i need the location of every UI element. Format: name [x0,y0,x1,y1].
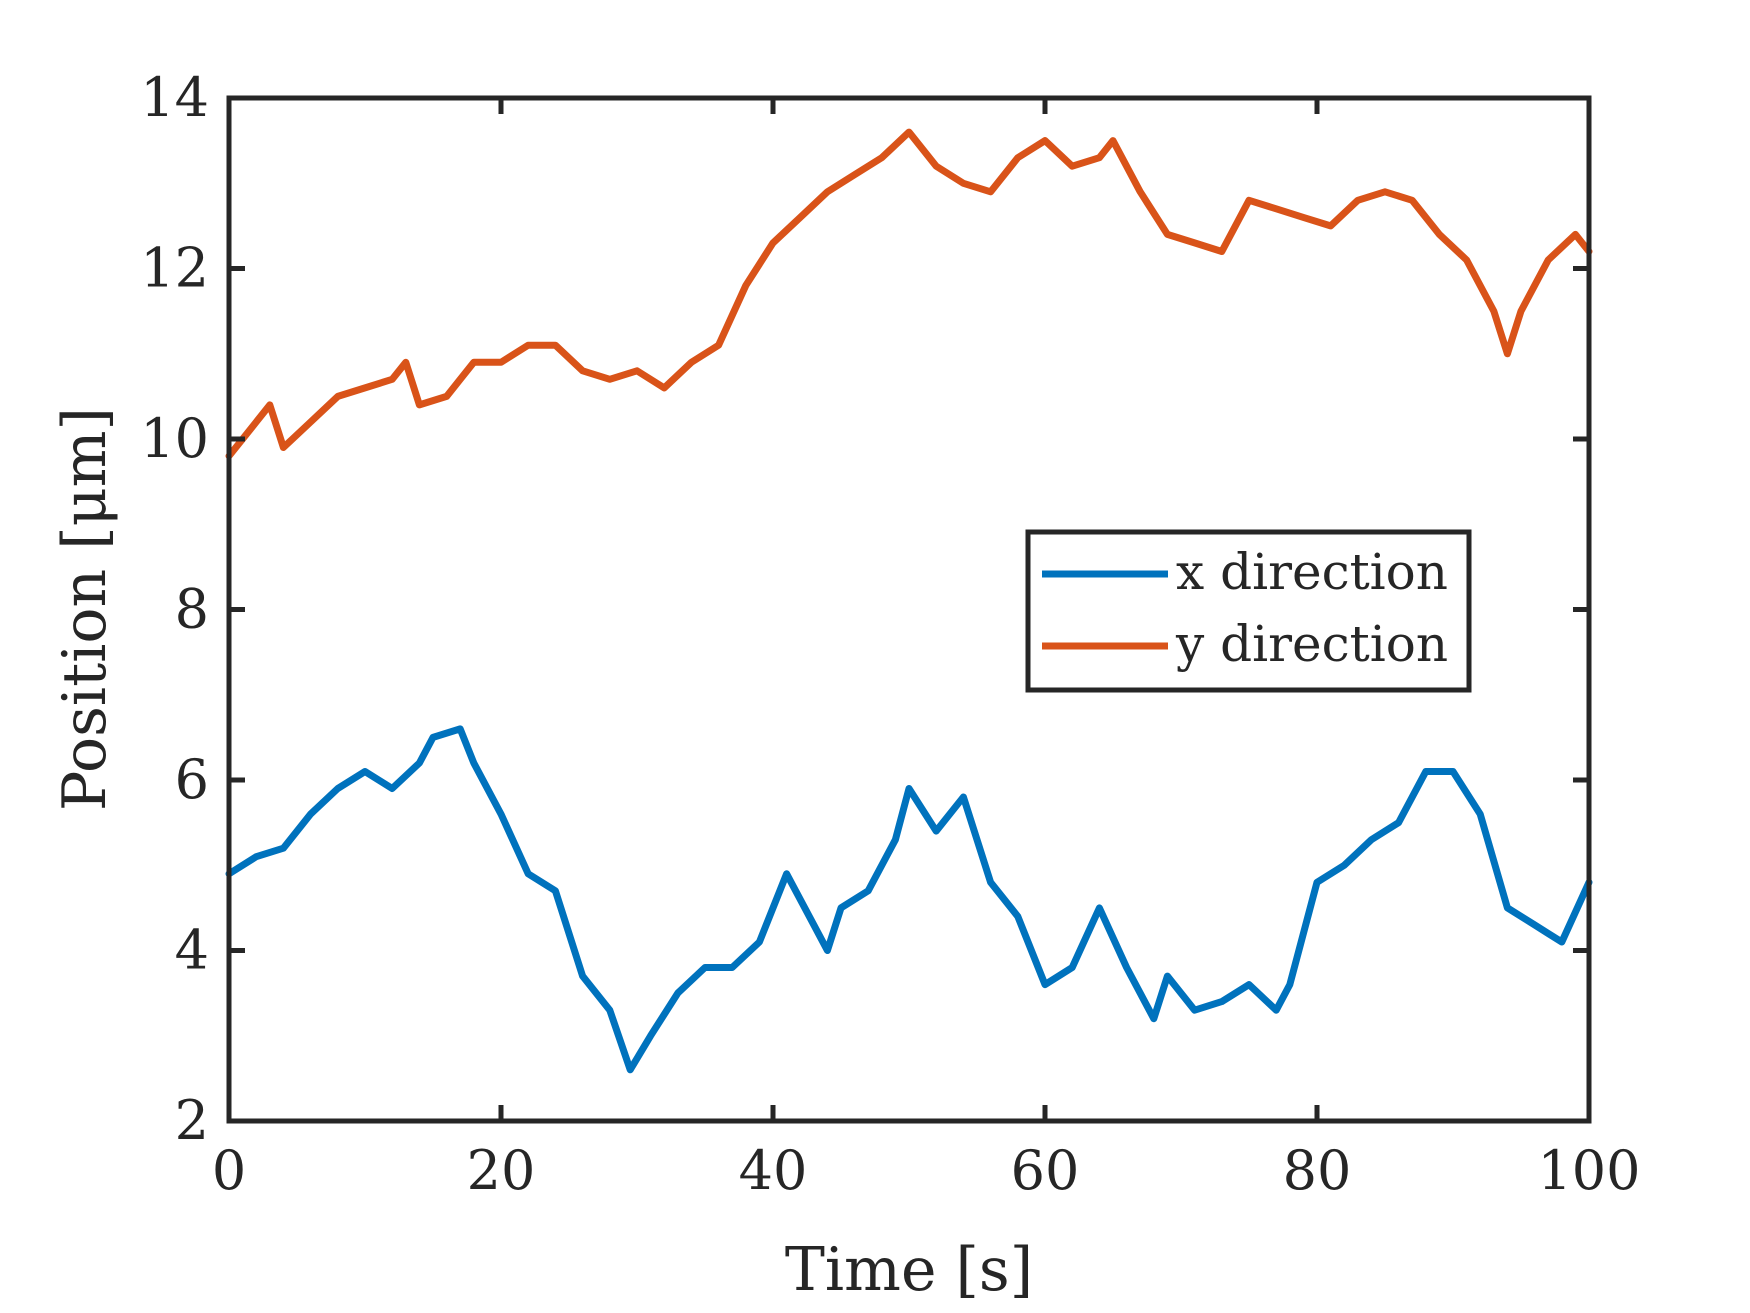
x-tick-label: 80 [1283,1139,1352,1202]
x-tick-label: 100 [1537,1139,1640,1202]
legend-label-x-direction: x direction [1176,543,1448,601]
x-tick-label: 0 [212,1139,246,1202]
series-line-x-direction [225,725,1593,1074]
legend-box [1025,529,1472,693]
x-tick-label: 60 [1011,1139,1080,1202]
y-tick-label: 2 [175,1089,209,1152]
tick-layer: 0 20 40 60 80 100 2 4 6 8 10 12 14 [140,66,1640,1202]
x-axis-label: Time [s] [785,1235,1033,1305]
y-tick-label: 6 [175,748,209,811]
y-tick-label: 14 [140,66,209,129]
legend: x direction y direction [1025,529,1472,693]
y-tick-label: 4 [175,919,209,982]
y-axis-label: Position [μm] [50,407,120,811]
y-tick-label: 10 [140,407,209,470]
x-tick-label: 40 [739,1139,808,1202]
series-layer [225,128,1593,1074]
y-tick-label: 12 [140,237,209,300]
y-tick-label: 8 [175,578,209,641]
x-tick-label: 20 [467,1139,536,1202]
series-line-y-direction [225,128,1593,460]
legend-label-y-direction: y direction [1175,615,1448,673]
